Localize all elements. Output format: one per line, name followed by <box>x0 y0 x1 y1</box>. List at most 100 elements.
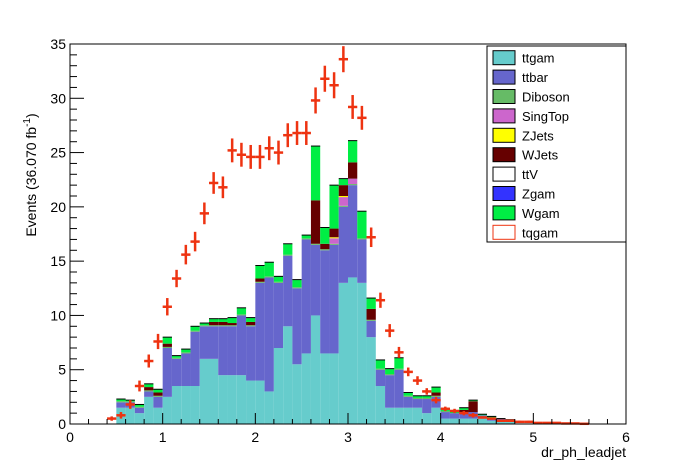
data-point-20 <box>292 121 302 145</box>
x-tick-label-2: 2 <box>251 429 259 445</box>
data-point-42 <box>496 419 506 422</box>
bar-ttgam-bin-5 <box>162 396 172 424</box>
bar-diboson-bin-12 <box>227 325 237 327</box>
data-point-15 <box>246 144 256 169</box>
bar-ttgam-bin-21 <box>310 315 321 424</box>
bar-diboson-bin-10 <box>209 325 219 327</box>
x-axis-title: dr_ph_leadjet <box>541 444 626 460</box>
bar-ttbar-bin-6 <box>171 358 182 386</box>
bar-wgam-bin-24 <box>338 178 348 186</box>
bar-ttgam-bin-9 <box>199 358 209 424</box>
bar-diboson-bin-35 <box>440 410 450 413</box>
data-point-34 <box>422 388 432 395</box>
bar-ttbar-bin-9 <box>199 326 209 359</box>
bar-wgam-bin-17 <box>273 276 284 282</box>
bar-ttbar-bin-11 <box>218 326 228 376</box>
bar-wgam-bin-10 <box>209 318 219 322</box>
bar-diboson-bin-18 <box>283 254 293 256</box>
bar-ttbar-bin-37 <box>459 413 469 419</box>
bar-ttgam-bin-3 <box>144 396 154 424</box>
bar-ttgam-bin-38 <box>468 418 478 424</box>
bar-wjets-bin-12 <box>227 323 237 326</box>
bar-wjets-bin-3 <box>144 387 154 391</box>
data-point-29 <box>375 292 386 308</box>
data-point-35 <box>431 396 441 404</box>
bar-ttbar-bin-12 <box>227 326 237 376</box>
data-point-21 <box>301 121 311 145</box>
data-point-9 <box>190 231 200 252</box>
bar-wgam-bin-30 <box>394 357 404 369</box>
y-axis-title-suffix: ) <box>23 113 39 118</box>
data-point-18 <box>273 140 284 165</box>
bar-ttbar-bin-17 <box>273 282 284 348</box>
data-point-37 <box>449 408 460 414</box>
legend-swatch-diboson <box>492 89 516 104</box>
legend-label-ttgam: ttgam <box>522 51 555 66</box>
bar-wjets-bin-4 <box>153 392 163 396</box>
y-axis: 0 5 10 15 20 25 30 35 <box>50 36 84 432</box>
data-point-13 <box>227 138 237 163</box>
bar-wgam-bin-12 <box>227 317 237 324</box>
bar-ttbar-bin-20 <box>301 239 311 354</box>
x-tick-label-3: 3 <box>344 429 352 445</box>
bar-ttbar-bin-33 <box>422 399 432 414</box>
bar-ttbar-bin-18 <box>283 255 293 327</box>
bar-ttgam-bin-32 <box>412 407 423 424</box>
bar-wjets-bin-24 <box>338 185 348 196</box>
bar-ttbar-bin-29 <box>385 375 395 408</box>
bar-wgam-bin-29 <box>385 368 395 375</box>
bar-wgam-bin-5 <box>162 337 172 344</box>
data-point-0 <box>107 416 117 421</box>
bar-diboson-bin-15 <box>255 281 265 283</box>
bar-wgam-bin-18 <box>283 243 293 255</box>
bar-wgam-bin-31 <box>403 392 413 396</box>
data-point-2 <box>125 400 135 409</box>
bar-ttgam-bin-30 <box>394 407 404 424</box>
bar-diboson-bin-26 <box>357 238 367 240</box>
bar-wjets-bin-15 <box>255 278 265 282</box>
x-tick-label-1: 1 <box>159 429 167 445</box>
legend-label-zjets: ZJets <box>522 128 554 143</box>
bar-ttbar-bin-30 <box>394 369 404 408</box>
legend-label-zgam: Zgam <box>522 187 555 202</box>
bar-diboson-bin-8 <box>190 330 200 332</box>
data-point-41 <box>487 417 497 420</box>
y-tick-label-6: 30 <box>50 90 66 106</box>
bar-diboson-bin-14 <box>246 325 256 327</box>
bar-ttbar-bin-22 <box>320 250 330 354</box>
bar-wgam-bin-7 <box>181 349 191 353</box>
bar-wgam-bin-3 <box>144 383 154 388</box>
bar-wgam-bin-25 <box>348 140 358 163</box>
y-tick-label-4: 20 <box>50 199 66 215</box>
bar-ttgam-bin-18 <box>283 326 293 424</box>
bar-ttgam-bin-12 <box>227 375 237 424</box>
data-point-19 <box>283 123 293 148</box>
bar-diboson-bin-31 <box>403 395 413 397</box>
y-axis-title: Events (36.070 fb-1) <box>22 113 39 236</box>
bar-wjets-bin-27 <box>366 308 376 320</box>
bar-wgam-bin-20 <box>301 235 311 239</box>
data-point-27 <box>357 105 367 130</box>
data-point-25 <box>338 46 348 73</box>
bar-ttgam-bin-34 <box>431 407 441 424</box>
tqgam-data-points <box>107 46 589 426</box>
bar-ttgam-bin-6 <box>171 386 182 424</box>
data-point-12 <box>218 176 228 199</box>
bar-wgam-bin-19 <box>292 279 302 288</box>
bar-diboson-bin-24 <box>338 205 348 207</box>
bar-diboson-bin-2 <box>134 406 145 408</box>
bar-wgam-bin-16 <box>264 262 274 277</box>
data-point-10 <box>199 202 209 225</box>
bar-diboson-bin-32 <box>412 397 423 400</box>
bar-ttbar-bin-21 <box>310 244 321 316</box>
data-point-31 <box>394 346 404 358</box>
bar-wjets-bin-21 <box>310 200 321 244</box>
legend-swatch-singtop <box>492 108 516 124</box>
bar-ttgam-bin-8 <box>190 386 200 424</box>
bar-diboson-bin-28 <box>375 368 386 370</box>
bar-wgam-bin-32 <box>412 395 423 398</box>
bar-ttbar-bin-36 <box>449 413 460 419</box>
data-point-36 <box>440 406 450 411</box>
bar-diboson-bin-30 <box>394 368 404 370</box>
